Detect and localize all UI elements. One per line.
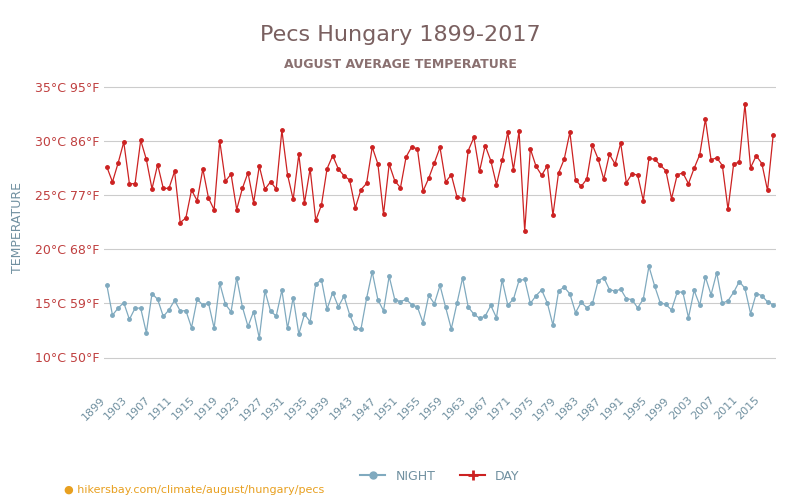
Text: Pecs Hungary 1899-2017: Pecs Hungary 1899-2017 (260, 25, 540, 45)
Legend: NIGHT, DAY: NIGHT, DAY (355, 465, 525, 488)
Text: AUGUST AVERAGE TEMPERATURE: AUGUST AVERAGE TEMPERATURE (283, 58, 517, 70)
Y-axis label: TEMPERATURE: TEMPERATURE (10, 182, 23, 273)
Text: ● hikersbay.com/climate/august/hungary/pecs: ● hikersbay.com/climate/august/hungary/p… (64, 485, 324, 495)
